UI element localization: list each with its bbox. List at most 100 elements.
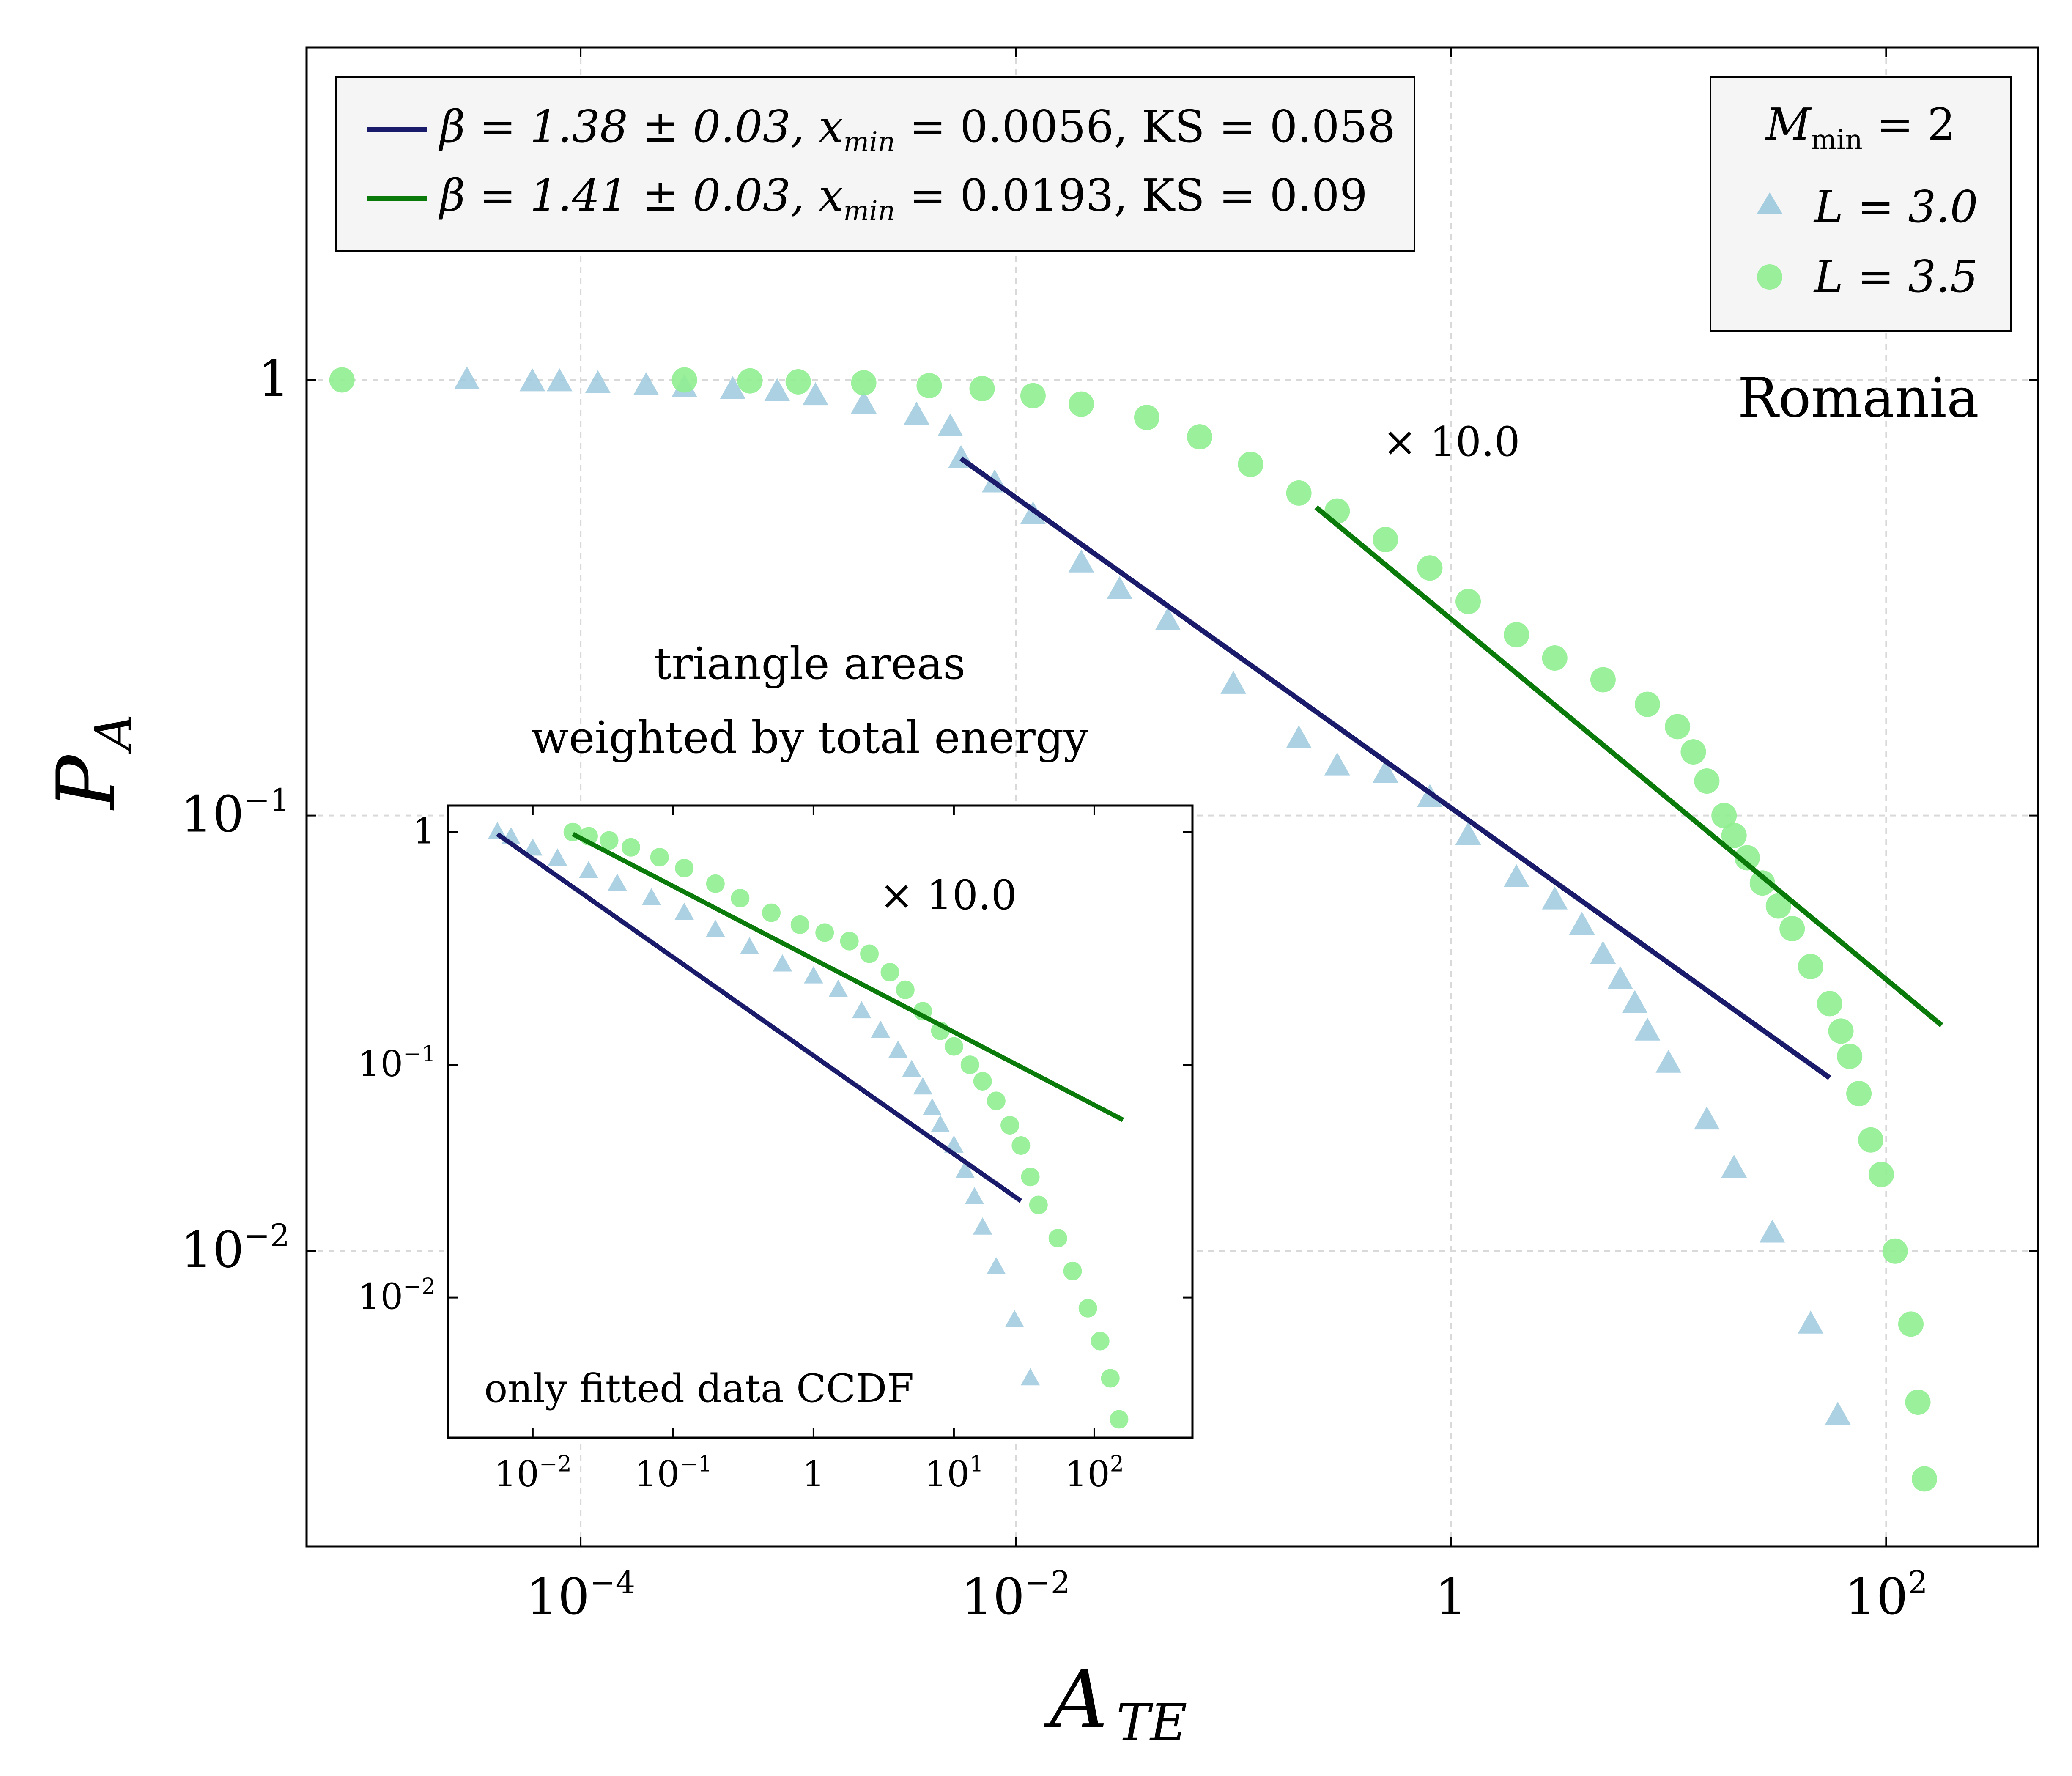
main-data-points <box>329 366 1937 1492</box>
triangle-point-l30 <box>1825 1401 1851 1425</box>
fit-line-1 <box>496 832 1022 1203</box>
circle-point-l35 <box>1694 768 1720 794</box>
circle-point-l35 <box>851 370 877 396</box>
fit-legend-label-1-pre: β = 1.38 ± 0.03, x <box>438 101 844 152</box>
circle-point-l35 <box>1846 1081 1872 1107</box>
fit-legend-box <box>335 76 1415 252</box>
circle-point-l35 <box>1905 1390 1931 1415</box>
circle-point-l35 <box>600 831 619 850</box>
circle-point-l35 <box>1069 391 1094 417</box>
inset-background <box>448 806 1192 1438</box>
circle-point-l35 <box>650 848 669 867</box>
circle-point-l35 <box>1020 383 1046 408</box>
triangle-point-l30 <box>633 372 659 395</box>
triangle-point-l30 <box>973 1217 992 1235</box>
triangle-point-l30 <box>828 979 848 997</box>
circle-point-l35 <box>731 889 750 908</box>
triangle-point-l30 <box>1020 1368 1040 1386</box>
triangle-point-l30 <box>852 1001 872 1019</box>
x-axis-label-sub: TE <box>1116 1694 1187 1752</box>
triangle-point-l30 <box>548 848 567 866</box>
circle-point-l35 <box>1680 739 1706 765</box>
fit-legend-label-2: β = 1.41 ± 0.03, xmin = 0.0193, KS = 0.0… <box>438 170 1368 227</box>
triangle-point-l30 <box>764 378 790 401</box>
triangle-point-l30 <box>1107 576 1133 599</box>
circle-point-l35 <box>785 369 811 395</box>
triangle-point-l30 <box>519 368 545 392</box>
triangle-point-l30 <box>523 838 543 856</box>
series-legend-box <box>1710 76 2012 332</box>
scale-annotation-inset: × 10.0 <box>880 872 1017 919</box>
triangle-point-l30 <box>1220 671 1247 694</box>
circle-point-l35 <box>1911 1466 1937 1492</box>
inset-data-points <box>488 822 1129 1429</box>
circle-point-l35 <box>1134 405 1159 430</box>
fit-legend-label-1-sub: min <box>844 126 895 158</box>
triangle-point-l30 <box>888 1040 908 1058</box>
circle-point-l35 <box>1238 452 1263 477</box>
main-ticks: 10−4 10−2 1 102 1 10−1 10−2 <box>181 47 2038 1626</box>
triangle-point-l30 <box>987 1257 1006 1274</box>
scale-annotation-main: × 10.0 <box>1383 418 1520 466</box>
circle-point-l35 <box>1286 480 1312 506</box>
circle-point-l35 <box>987 1091 1006 1110</box>
circle-point-l35 <box>1417 555 1443 581</box>
triangle-point-l30 <box>1455 822 1481 845</box>
circle-point-l35 <box>1000 1116 1020 1135</box>
circle-point-l35 <box>1029 1195 1048 1214</box>
circle-point-l35 <box>1868 1162 1894 1187</box>
triangle-point-l30 <box>1607 966 1633 989</box>
circle-point-l35 <box>1634 691 1660 717</box>
x-tick-label: 10−1 <box>634 1452 712 1495</box>
circle-point-l35 <box>1590 667 1616 693</box>
circle-point-l35 <box>1021 1168 1040 1187</box>
triangle-point-l30 <box>1798 1310 1824 1334</box>
triangle-point-l30 <box>1694 1106 1720 1130</box>
triangle-point-l30 <box>851 390 877 414</box>
triangle-point-l30 <box>1542 886 1568 910</box>
triangle-point-l30 <box>607 873 627 891</box>
y-tick-label: 10−1 <box>181 782 290 844</box>
circle-point-l35 <box>1711 803 1737 828</box>
triangle-point-l30 <box>1721 1154 1747 1178</box>
fit-legend-label-2-pre: β = 1.41 ± 0.03, x <box>438 170 844 221</box>
triangle-point-l30 <box>904 401 930 425</box>
triangle-point-l30 <box>1569 912 1595 935</box>
triangle-point-l30 <box>1655 1050 1682 1073</box>
circle-point-l35 <box>1455 589 1481 614</box>
circle-point-l35 <box>969 376 995 402</box>
circle-point-l35 <box>621 838 640 857</box>
circle-point-l35 <box>329 367 355 393</box>
main-plot-panel: 10−4 10−2 1 102 1 10−1 10−2 <box>181 46 2039 1626</box>
circle-point-l35 <box>737 368 763 394</box>
circle-point-l35 <box>960 1055 979 1074</box>
triangle-point-l30 <box>902 1060 921 1077</box>
x-tick-label: 102 <box>1065 1452 1124 1495</box>
circle-point-l35 <box>1187 424 1213 450</box>
triangle-point-l30 <box>1068 549 1094 573</box>
fit-legend: β = 1.38 ± 0.03, xmin = 0.0056, KS = 0.0… <box>335 76 1415 252</box>
series-legend-title-pre: M <box>1765 99 1812 150</box>
triangle-point-l30 <box>1503 864 1529 887</box>
circle-point-l35 <box>1817 991 1842 1017</box>
circle-point-l35 <box>1749 870 1775 896</box>
circle-point-l35 <box>896 980 915 999</box>
triangle-point-l30 <box>1759 1220 1785 1243</box>
y-tick-label: 10−1 <box>358 1041 436 1085</box>
triangle-point-l30 <box>1005 1310 1024 1327</box>
series-legend-triangle-marker <box>1757 192 1782 214</box>
circle-point-l35 <box>916 373 942 399</box>
fit-line-2 <box>1314 505 1943 1028</box>
triangle-point-l30 <box>740 937 759 954</box>
circle-point-l35 <box>1048 1229 1067 1248</box>
circle-point-l35 <box>840 932 859 951</box>
triangle-point-l30 <box>965 1187 984 1204</box>
circle-point-l35 <box>880 963 899 982</box>
circle-point-l35 <box>1110 1410 1129 1429</box>
triangle-point-l30 <box>1286 725 1312 748</box>
circle-point-l35 <box>1779 916 1805 942</box>
circle-point-l35 <box>1828 1018 1854 1044</box>
circle-point-l35 <box>1078 1299 1097 1318</box>
inset-fit-lines <box>496 832 1124 1203</box>
